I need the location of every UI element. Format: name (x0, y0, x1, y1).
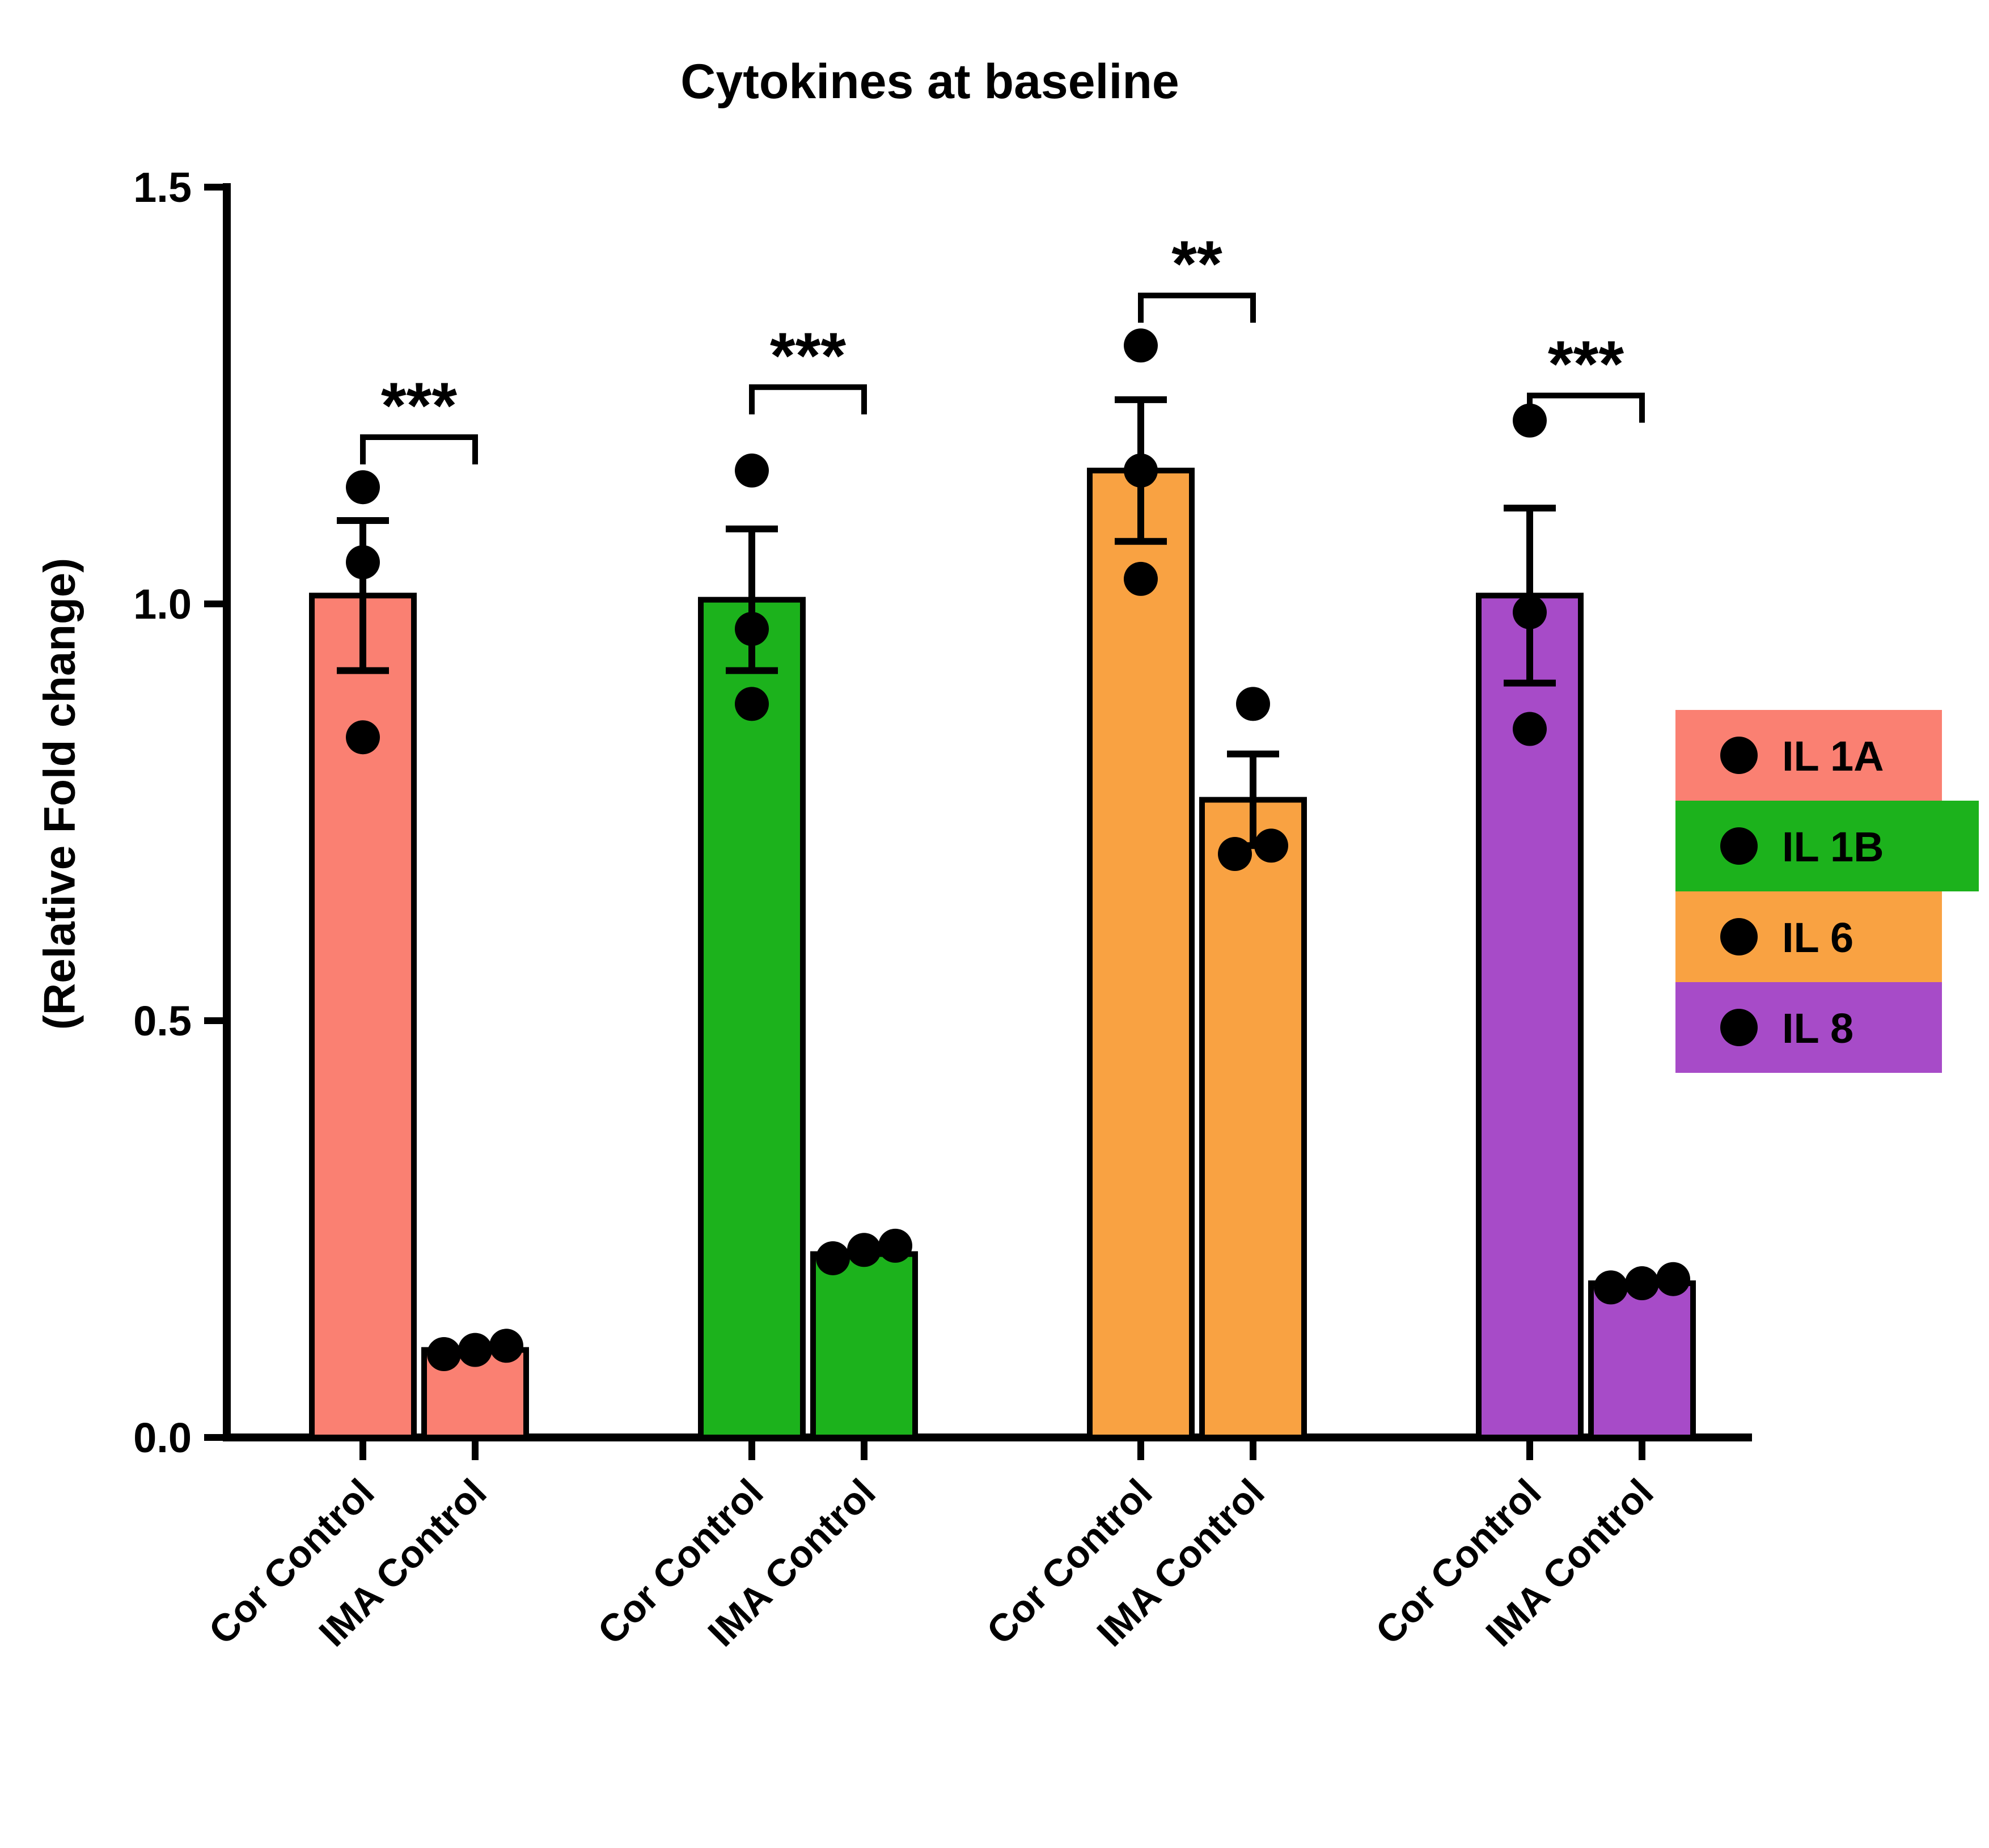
bar-cor-control-il-6 (1087, 467, 1195, 1440)
data-point-il-1b-cor-control (735, 687, 769, 721)
significance-bracket-il-1a (360, 434, 478, 464)
significance-stars-il-1b: *** (770, 320, 847, 392)
legend-label-il-6: IL 6 (1782, 914, 1853, 961)
significance-stars-il-1a: *** (381, 370, 458, 442)
data-point-il-1a-cor-control (346, 720, 380, 755)
significance-bracket-il-6 (1138, 293, 1256, 323)
legend-dot-il-1a (1720, 737, 1758, 774)
data-point-il-1a-ima-control (458, 1333, 492, 1367)
data-point-il-1b-ima-control (878, 1228, 912, 1263)
data-point-il-6-ima-control (1218, 837, 1252, 871)
data-point-il-1b-cor-control (735, 453, 769, 488)
data-point-il-8-ima-control (1625, 1266, 1659, 1301)
data-point-il-6-ima-control (1236, 687, 1270, 721)
legend-swatch-il-1a (1675, 710, 1942, 801)
bar-ima-control-il-8 (1588, 1280, 1696, 1441)
data-point-il-1a-cor-control (346, 470, 380, 505)
data-point-il-1a-ima-control (427, 1337, 461, 1371)
significance-stars-il-6: ** (1171, 228, 1222, 301)
bar-cor-control-il-1b (698, 597, 806, 1440)
y-tick-label: 1.5 (133, 164, 192, 211)
legend-label-il-8: IL 8 (1782, 1005, 1853, 1052)
data-point-il-6-cor-control (1124, 453, 1158, 488)
y-tick-label: 1.0 (133, 581, 192, 628)
significance-bracket-il-8 (1527, 392, 1645, 423)
y-tick-label: 0.5 (133, 997, 192, 1044)
legend-dot-il-6 (1720, 918, 1758, 955)
legend-dot-il-8 (1720, 1009, 1758, 1046)
data-point-il-6-ima-control (1254, 828, 1288, 863)
data-point-il-8-cor-control (1513, 712, 1547, 746)
significance-bracket-il-1b (749, 384, 867, 415)
y-tick-label: 0.0 (133, 1414, 192, 1461)
data-point-il-6-cor-control (1124, 328, 1158, 363)
legend-dot-il-1b (1720, 827, 1758, 865)
chart-title: Cytokines at baseline (680, 54, 1179, 109)
legend-swatch-il-8 (1675, 982, 1942, 1073)
legend-swatch-il-6 (1675, 891, 1942, 982)
data-point-il-1b-ima-control (816, 1241, 850, 1275)
significance-stars-il-8: *** (1548, 328, 1624, 401)
data-point-il-1b-ima-control (847, 1233, 881, 1267)
data-point-il-8-ima-control (1594, 1270, 1628, 1305)
data-point-il-1a-cor-control (346, 545, 380, 580)
bar-ima-control-il-1b (810, 1251, 918, 1441)
bar-ima-control-il-6 (1199, 797, 1307, 1440)
legend-label-il-1a: IL 1A (1782, 733, 1884, 780)
legend-label-il-1b: IL 1B (1782, 823, 1884, 870)
data-point-il-8-ima-control (1656, 1262, 1690, 1296)
data-point-il-1b-cor-control (735, 612, 769, 646)
data-point-il-8-cor-control (1513, 595, 1547, 629)
data-point-il-6-cor-control (1124, 561, 1158, 596)
data-point-il-1a-ima-control (489, 1329, 523, 1363)
y-axis-label: (Relative Fold change) (34, 557, 84, 1030)
